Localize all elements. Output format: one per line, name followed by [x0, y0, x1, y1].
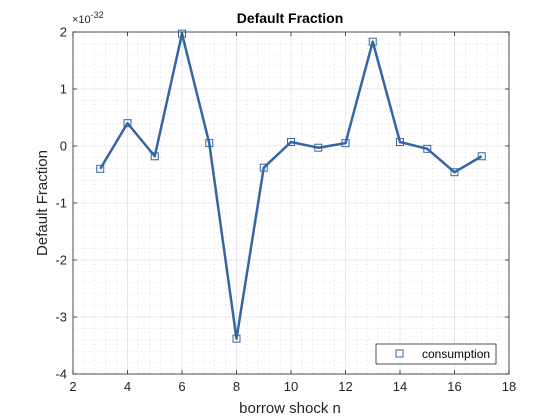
x-tick-label: 6 — [178, 379, 185, 394]
y-exponent-label: ×10-32 — [72, 10, 104, 26]
x-tick-label: 8 — [233, 379, 240, 394]
data-point-marker — [341, 139, 350, 148]
data-point-marker — [396, 138, 404, 147]
chart-title: Default Fraction — [237, 10, 344, 26]
y-axis-label: Default Fraction — [34, 150, 51, 256]
x-axis-label: borrow shock n — [239, 400, 341, 417]
y-tick-label: -1 — [55, 196, 67, 211]
y-tick-labels: -4 -3 -2 -1 0 1 2 — [55, 25, 67, 382]
y-tick-label: -4 — [55, 367, 67, 382]
data-point-marker — [205, 139, 214, 148]
legend-marker — [395, 349, 404, 358]
x-tick-label: 16 — [447, 379, 461, 394]
y-tick-label: 0 — [60, 139, 67, 154]
x-tick-label: 10 — [284, 379, 298, 394]
data-point-marker — [477, 152, 486, 161]
data-point-marker — [150, 152, 159, 161]
legend-box — [375, 343, 497, 365]
tick-marks — [72, 31, 510, 375]
y-tick-label: 1 — [60, 82, 67, 97]
y-exponent-base: ×10 — [72, 14, 91, 26]
x-tick-label: 18 — [502, 379, 516, 394]
legend: consumption — [375, 343, 497, 365]
data-point-marker — [178, 29, 186, 38]
y-tick-label: 2 — [60, 25, 67, 40]
data-point-marker — [232, 334, 241, 343]
x-tick-labels: 2 4 6 8 10 12 14 16 18 — [69, 379, 516, 394]
data-point-marker — [287, 138, 295, 147]
data-point-marker — [314, 143, 323, 152]
y-exponent-power: -32 — [91, 10, 104, 20]
data-point-marker — [423, 144, 432, 153]
data-point-marker — [259, 163, 268, 172]
data-point-marker — [123, 119, 132, 128]
x-tick-label: 2 — [69, 379, 76, 394]
data-point-marker — [96, 164, 105, 173]
data-point-marker — [450, 168, 459, 177]
series-layer — [96, 29, 486, 343]
y-tick-label: -2 — [55, 253, 67, 268]
x-tick-label: 12 — [338, 379, 352, 394]
series-line-consumption — [99, 32, 483, 340]
legend-label: consumption — [422, 347, 490, 361]
x-tick-label: 14 — [393, 379, 407, 394]
y-tick-label: -3 — [55, 310, 67, 325]
x-tick-label: 4 — [124, 379, 131, 394]
data-point-marker — [368, 37, 377, 46]
